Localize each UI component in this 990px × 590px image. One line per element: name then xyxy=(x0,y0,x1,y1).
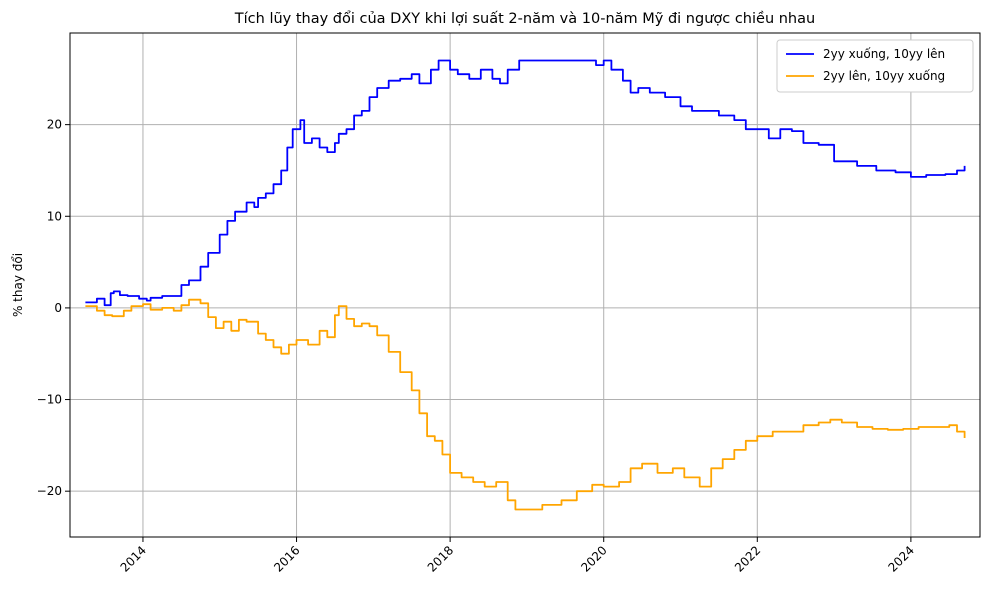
x-tick-label: 2018 xyxy=(425,543,456,574)
y-axis-label: % thay đổi xyxy=(11,253,25,317)
x-tick-label: 2016 xyxy=(271,543,302,574)
x-tick-label: 2022 xyxy=(732,543,763,574)
series-lines xyxy=(85,59,966,511)
legend: 2yy xuống, 10yy lên 2yy lên, 10yy xuống xyxy=(776,39,974,93)
chart-title: Tích lũy thay đổi của DXY khi lợi suất 2… xyxy=(234,10,815,27)
series-line-2 xyxy=(85,298,966,511)
x-tick-label: 2024 xyxy=(886,543,917,574)
y-tick-label: 20 xyxy=(47,118,62,132)
y-tick-label: 0 xyxy=(54,301,62,315)
series-line-1 xyxy=(85,59,966,307)
y-tick-label: −10 xyxy=(37,393,62,407)
legend-label-series-2: 2yy lên, 10yy xuống xyxy=(823,69,945,83)
y-tick-label: 10 xyxy=(47,209,62,223)
legend-label-series-1: 2yy xuống, 10yy lên xyxy=(823,47,945,61)
plot-area xyxy=(70,33,980,537)
x-tick-label: 2020 xyxy=(578,543,609,574)
grid-lines xyxy=(70,33,980,537)
x-tick-label: 2014 xyxy=(118,543,149,574)
legend-box xyxy=(776,39,974,93)
plot-frame xyxy=(69,32,981,538)
y-tick-label: −20 xyxy=(37,484,62,498)
